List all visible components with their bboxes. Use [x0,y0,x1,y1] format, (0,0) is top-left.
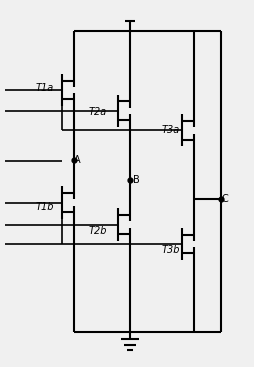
Text: T3b: T3b [161,245,179,255]
Text: T3a: T3a [161,125,179,135]
Text: T2b: T2b [89,226,107,236]
Text: T2a: T2a [89,107,107,117]
Text: C: C [221,194,228,204]
Text: A: A [74,155,80,165]
Text: T1a: T1a [35,83,54,93]
Text: B: B [132,175,139,185]
Text: T1b: T1b [35,202,54,212]
